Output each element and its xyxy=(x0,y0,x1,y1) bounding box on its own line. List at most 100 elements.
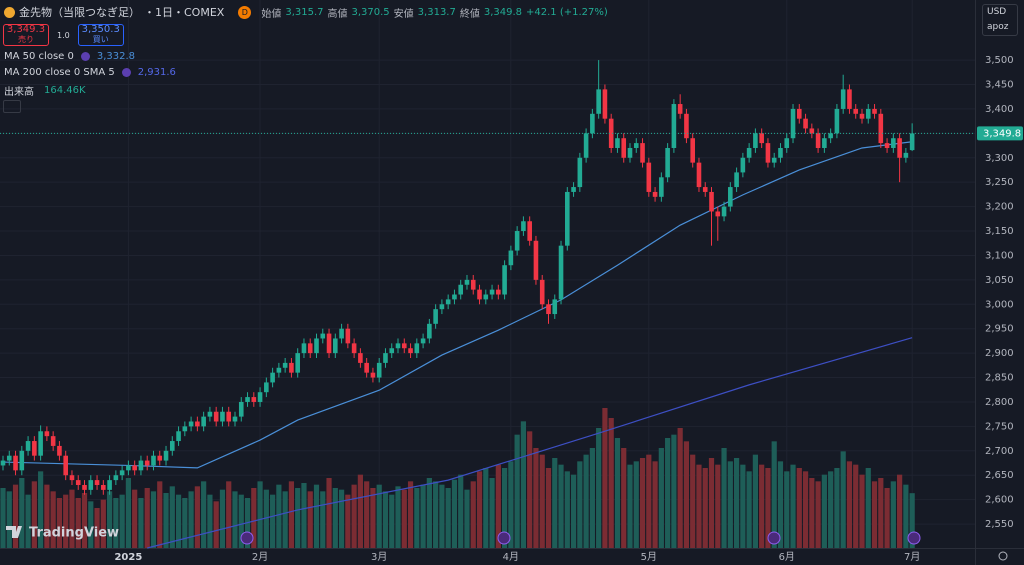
candle-body xyxy=(646,162,652,192)
candle-body xyxy=(126,465,131,471)
volume-bar xyxy=(752,454,758,548)
y-tick-label: 3,000 xyxy=(985,299,1014,310)
indicator-name[interactable]: MA 200 close 0 SMA 5 xyxy=(4,67,115,78)
y-tick-label: 2,950 xyxy=(985,324,1014,335)
event-icon[interactable] xyxy=(240,531,254,545)
volume-bar xyxy=(614,438,621,548)
trade: 3,349.3 売り 1.0 3,350.3 買い xyxy=(3,24,124,46)
volume-bar xyxy=(201,481,207,548)
volume-bar xyxy=(809,478,815,548)
event-icon[interactable] xyxy=(907,531,921,545)
volume-bar xyxy=(157,481,163,548)
volume-bar xyxy=(633,461,639,548)
candle-body xyxy=(63,455,68,476)
candle-body xyxy=(834,108,840,134)
candle-body xyxy=(401,343,407,349)
volume-bar xyxy=(188,491,194,548)
volume-bar xyxy=(759,464,765,548)
candle-body xyxy=(840,89,846,109)
y-tick-label: 2,850 xyxy=(985,373,1014,384)
candle-body xyxy=(721,206,727,217)
y-tick-label: 2,900 xyxy=(985,348,1014,359)
volume-bar xyxy=(652,461,658,548)
volume-bar xyxy=(558,464,564,548)
indicator-name[interactable]: 出来高 xyxy=(4,87,34,98)
volume-bar xyxy=(690,454,696,548)
volume-bar xyxy=(865,468,871,548)
candle-body xyxy=(38,431,43,456)
candle-body xyxy=(132,465,137,471)
volume-bar xyxy=(495,464,501,548)
volume-bar xyxy=(665,438,671,548)
volume-bar xyxy=(106,491,113,548)
volume-bar xyxy=(75,498,81,548)
volume-bar xyxy=(708,458,715,548)
high-label: 高値 xyxy=(327,8,348,20)
candle-body xyxy=(590,113,595,134)
volume-bar xyxy=(796,468,802,548)
volume-bar xyxy=(502,468,508,548)
candle-body xyxy=(565,191,570,246)
volume-bar xyxy=(50,491,56,548)
y-tick-label: 2,600 xyxy=(985,495,1014,506)
indicator-name[interactable]: MA 50 close 0 xyxy=(4,51,74,62)
volume-bar xyxy=(138,498,144,548)
currency-box[interactable]: USD apoz xyxy=(982,4,1018,36)
sell-button[interactable]: 3,349.3 売り xyxy=(3,24,49,46)
y-tick-label: 2,650 xyxy=(985,470,1014,481)
change: +42.1 (+1.27%) xyxy=(526,6,608,18)
volume-bar xyxy=(727,461,733,548)
event-icon[interactable] xyxy=(767,531,781,545)
volume-bar xyxy=(163,493,169,548)
candle-body xyxy=(389,348,395,354)
candle-body xyxy=(891,138,896,148)
candle-body xyxy=(395,343,401,349)
indicator-icon xyxy=(80,52,90,61)
unit: apoz xyxy=(987,22,1009,32)
candle-body xyxy=(420,338,426,344)
candle-body xyxy=(314,338,319,354)
y-tick-label: 3,400 xyxy=(985,104,1014,115)
candle-body xyxy=(264,382,269,393)
volume-bar xyxy=(307,491,313,548)
candle-body xyxy=(383,353,388,363)
volume-bar xyxy=(407,481,414,548)
volume-bar xyxy=(100,499,106,548)
candle-body xyxy=(809,128,815,134)
candle-body xyxy=(370,372,376,378)
buy-button[interactable]: 3,350.3 買い xyxy=(77,24,124,46)
candle-body xyxy=(608,118,614,148)
candle-body xyxy=(452,294,457,300)
candle-body xyxy=(414,343,420,354)
candle-body xyxy=(884,143,890,148)
volume-bar xyxy=(56,498,63,548)
event-icons xyxy=(240,531,921,545)
settings-icon[interactable] xyxy=(998,551,1008,561)
volume-bar xyxy=(19,478,25,548)
collapse-button[interactable] xyxy=(3,100,21,113)
candle-body xyxy=(477,289,482,300)
symbol[interactable]: 金先物（当限つなぎ足） xyxy=(19,6,140,19)
volume-bar xyxy=(169,486,175,548)
candle-body xyxy=(364,362,369,373)
volume-bar xyxy=(401,489,407,548)
qty[interactable]: 1.0 xyxy=(57,30,70,40)
volume-bar xyxy=(733,458,740,548)
candle-body xyxy=(677,104,683,114)
candle-body xyxy=(740,157,746,173)
candle-body xyxy=(621,138,627,158)
volume-bar xyxy=(514,434,520,548)
event-icon[interactable] xyxy=(497,531,511,545)
volume-bar xyxy=(44,484,50,548)
x-tick-label: 2月 xyxy=(252,551,268,563)
volume-bar xyxy=(389,494,395,548)
volume-bar xyxy=(476,471,483,548)
volume-bar xyxy=(0,488,6,548)
last-price-tag xyxy=(977,126,1023,141)
candle-body xyxy=(546,304,551,315)
volume-bar xyxy=(646,454,652,548)
volume-bar xyxy=(483,468,489,548)
candle-body xyxy=(803,118,808,129)
volume-bar xyxy=(207,494,213,548)
